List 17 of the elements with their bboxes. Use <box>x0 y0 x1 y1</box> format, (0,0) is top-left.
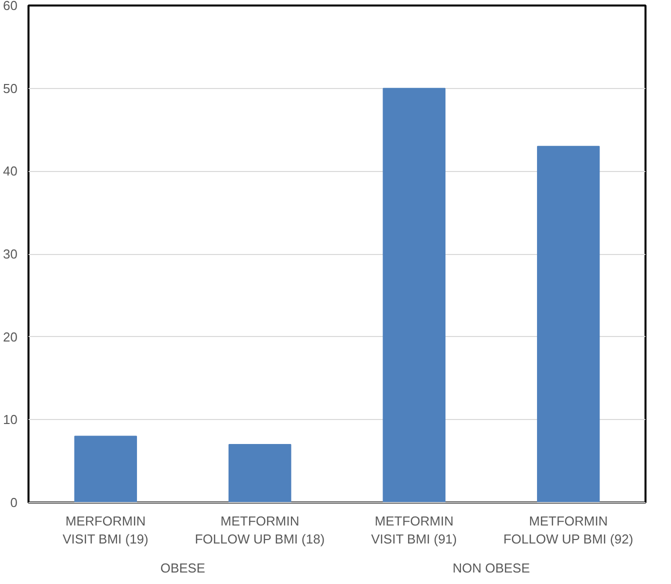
bar <box>228 444 292 502</box>
y-tick-label: 10 <box>3 412 18 428</box>
x-tick-label: MERFORMIN VISIT BMI (19) <box>62 514 148 546</box>
y-tick-label: 40 <box>3 164 18 179</box>
x-tick-label: METFORMIN FOLLOW UP BMI (18) <box>194 514 325 546</box>
bar <box>74 436 137 502</box>
text: NON OBESE <box>452 560 530 576</box>
x-tick-label: METFORMIN FOLLOW UP BMI (92) <box>503 514 634 546</box>
y-tick-label: 0 <box>10 495 18 510</box>
y-tick-label: 30 <box>3 246 18 262</box>
y-tick-label: 60 <box>3 0 18 13</box>
bar <box>537 146 600 502</box>
text: OBESE <box>160 560 206 576</box>
y-tick-label: 20 <box>3 329 18 344</box>
x-tick-label: METFORMIN VISIT BMI (91) <box>371 514 457 546</box>
bar <box>382 88 446 502</box>
y-tick-label: 50 <box>3 80 18 96</box>
